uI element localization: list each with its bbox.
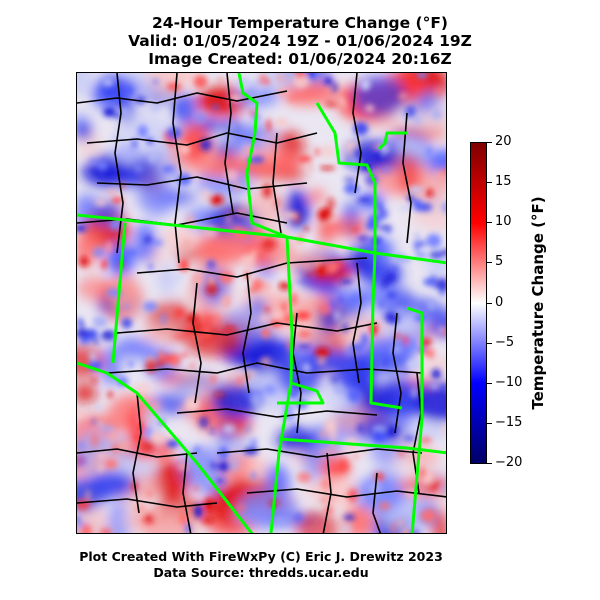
colorbar-tick-label: −5 [495,334,515,350]
colorbar [470,142,487,464]
colorbar-tick-mark [487,302,492,304]
colorbar-tick-label: 5 [495,254,504,270]
colorbar-tick-label: −15 [495,414,523,430]
colorbar-tick-mark [487,262,492,264]
map-title-line-1: 24-Hour Temperature Change (°F) [152,14,448,32]
temperature-field [77,73,446,533]
state-borders [77,73,446,533]
colorbar-tick-label: 0 [495,294,504,310]
colorbar-tick-mark [487,463,492,464]
colorbar-tick-label: 10 [495,214,512,230]
map-title-line-3: Image Created: 01/06/2024 20:16Z [148,50,452,68]
colorbar-tick-mark [487,342,492,344]
colorbar-tick-mark [487,222,492,224]
colorbar-tick-mark [487,142,492,143]
colorbar-label: Temperature Change (°F) [529,196,547,410]
colorbar-tick-label: −10 [495,374,523,390]
footer-data-source: Data Source: thredds.ucar.edu [153,565,369,580]
colorbar-tick-mark [487,182,492,184]
map-canvas [77,73,446,533]
colorbar-tick-label: 15 [495,174,512,190]
colorbar-tick-mark [487,422,492,424]
map-title-line-2: Valid: 01/05/2024 19Z - 01/06/2024 19Z [128,32,472,50]
colorbar-tick-label: 20 [495,134,512,149]
footer-credit: Plot Created With FireWxPy (C) Eric J. D… [79,549,443,564]
colorbar-tick-label: −20 [495,455,523,470]
colorbar-tick-mark [487,382,492,384]
temperature-change-map [76,72,447,534]
